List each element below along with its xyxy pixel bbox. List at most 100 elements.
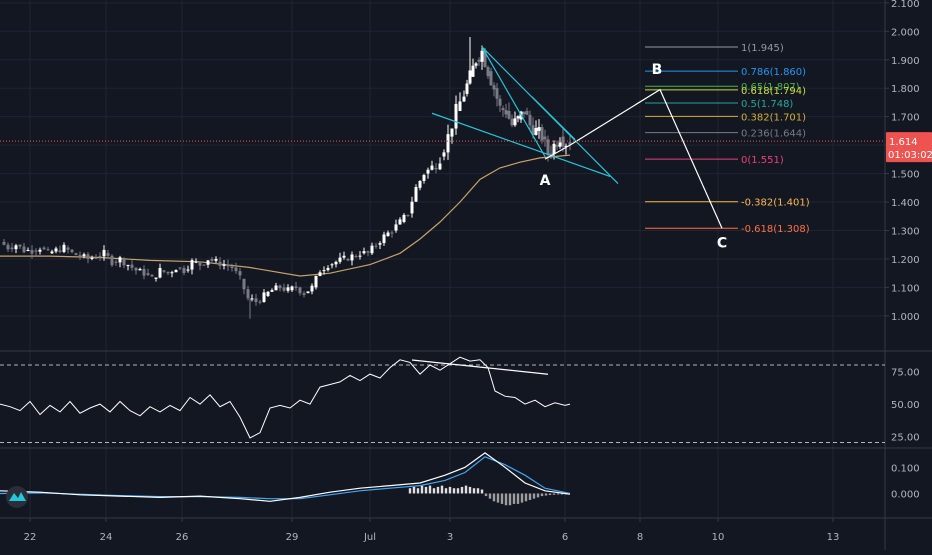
price-axis-label: 1.100 [891,283,920,294]
macd-histogram-bar [420,485,424,494]
macd-histogram-bar [456,488,460,494]
candle-body [422,174,426,181]
current-price-label: 1.614 [889,137,918,148]
candle-body [516,116,520,119]
candle-body [434,167,438,170]
candle-body [90,257,94,259]
candle-body [54,248,58,252]
logo-mountain [9,492,26,501]
price-axis-label: 1.900 [891,56,920,67]
macd-histogram-bar [460,486,464,494]
candle-body [504,110,508,115]
candle-body [558,142,562,147]
fib-level-label: -0.382(1.401) [741,198,810,209]
candle-body [322,270,326,272]
candle-body [70,249,74,253]
fib-level-label: 0.382(1.701) [741,112,806,123]
time-axis-label: 13 [827,532,840,543]
fib-level-label: 0.618(1.794) [741,86,806,97]
candle-body [158,267,162,278]
candle-body [250,298,254,300]
time-axis-label: 24 [100,532,113,543]
candle-body [528,114,532,126]
time-axis-label: 3 [447,532,453,543]
candle-body [174,270,178,273]
macd-histogram-bar [520,493,524,503]
candle-body [278,285,282,289]
candle-body [465,83,469,94]
candle-body [450,128,454,137]
price-axis-label: 1.000 [891,312,920,323]
candle-body [290,286,294,291]
candle-body [501,108,505,111]
macd-histogram-bar [428,485,432,494]
candle-body [94,257,98,259]
macd-histogram-bar [540,493,544,497]
candle-body [210,258,214,261]
candle-body [298,287,302,294]
macd-histogram-bar [488,493,492,499]
moving-average-line [0,154,571,277]
candle-body [30,249,34,254]
macd-histogram-bar [408,488,412,494]
candle-body [194,261,198,263]
candle-body [454,103,458,129]
candle-body [474,63,478,66]
candle-body [486,67,490,77]
candle-body [66,247,70,250]
macd-histogram-bar [448,486,452,494]
candle-body [46,249,50,251]
candle-body [58,250,62,252]
macd-histogram-bar [452,488,456,494]
candle-body [546,139,550,155]
candle-body [42,247,46,250]
candle-body [543,136,547,140]
time-axis-label: 26 [176,532,189,543]
candle-body [480,50,484,62]
candle-body [34,250,38,252]
candle-body [246,289,250,299]
macd-histogram-bar [480,489,484,494]
price-axis-label: 1.300 [891,226,920,237]
candle-body [190,260,194,270]
candle-body [366,251,370,253]
time-axis-label: 6 [562,532,568,543]
macd-histogram-bar [432,488,436,494]
macd-histogram-bar [556,493,560,495]
candle-body [430,165,434,170]
candle-body [513,118,517,126]
fib-level-label: 0(1.551) [741,155,784,166]
candle-body [483,51,487,68]
current-price-badge [886,132,932,163]
candle-body [266,291,270,296]
candle-body [410,201,414,214]
candle-body [394,224,398,231]
candle-body [350,254,354,261]
bar-countdown-label: 01:03:02 [888,150,932,161]
candle-body [82,254,86,257]
candle-body [564,145,568,147]
macd-histogram-bar [436,486,440,494]
macd-histogram-bar [532,493,536,499]
candle-body [492,85,496,90]
candle-body [334,261,338,265]
candle-body [330,264,334,266]
macd-histogram-bar [424,486,428,494]
macd-axis-label: 0.000 [891,489,920,500]
wave-label-b: B [652,62,663,78]
candle-body [477,59,481,62]
macd-histogram-bar [512,493,516,504]
macd-histogram-bar [544,493,548,496]
candle-body [382,234,386,244]
price-axis-label: 2.000 [891,27,920,38]
candle-body [342,255,346,258]
macd-histogram-bar [416,488,420,494]
macd-histogram-bar [472,488,476,494]
rsi-divergence-line [411,359,549,375]
candle-body [552,143,556,155]
candle-body [540,127,544,141]
time-axis-label: 22 [24,532,37,543]
candle-body [134,267,138,271]
